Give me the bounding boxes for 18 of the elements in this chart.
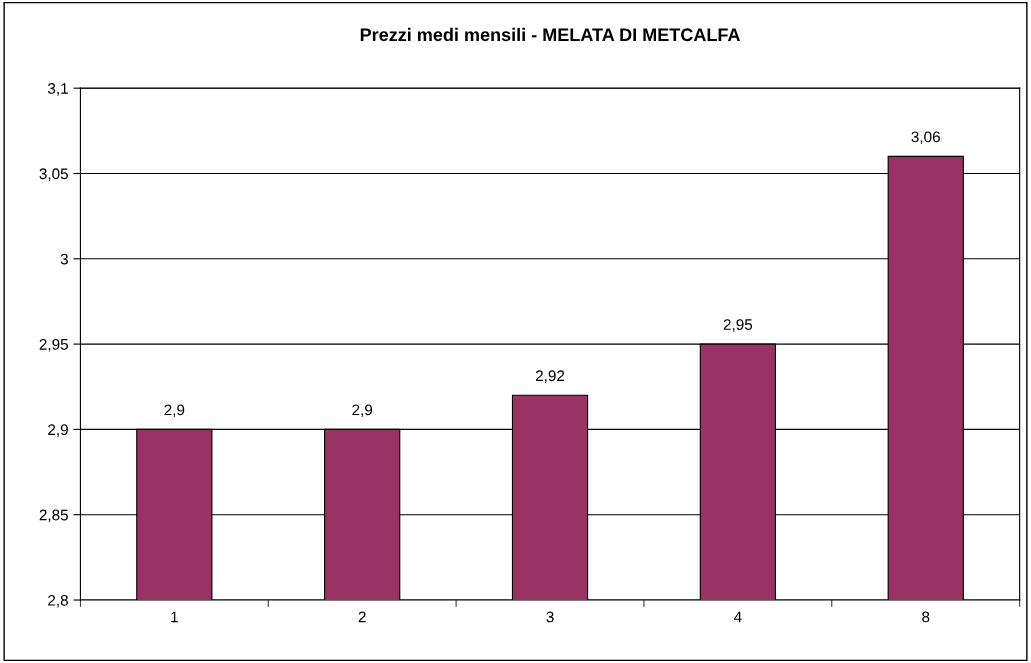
y-tick-label: 2,8 — [48, 594, 68, 608]
x-tick-label: 2 — [358, 611, 366, 623]
y-tick-label: 2,95 — [39, 338, 68, 352]
x-tick-label: 8 — [922, 611, 930, 623]
x-tick-label: 3 — [546, 611, 554, 623]
y-tick-label: 3,05 — [39, 168, 68, 181]
x-tick-label: 1 — [171, 611, 178, 623]
y-tick-label: 2,85 — [39, 509, 68, 523]
data-label: 2,9 — [164, 404, 185, 418]
data-label: 2,92 — [535, 370, 565, 383]
chart-title: Prezzi medi mensili - MELATA DI METCALFA — [360, 27, 741, 42]
y-tick-label: 3,1 — [47, 83, 68, 96]
y-tick-label: 3 — [60, 253, 68, 265]
y-tick-label: 2,9 — [48, 424, 68, 437]
data-label: 2,9 — [352, 404, 373, 418]
x-tick-label: 4 — [733, 611, 742, 623]
data-label: 2,95 — [723, 319, 753, 332]
data-label: 3,06 — [911, 131, 940, 145]
